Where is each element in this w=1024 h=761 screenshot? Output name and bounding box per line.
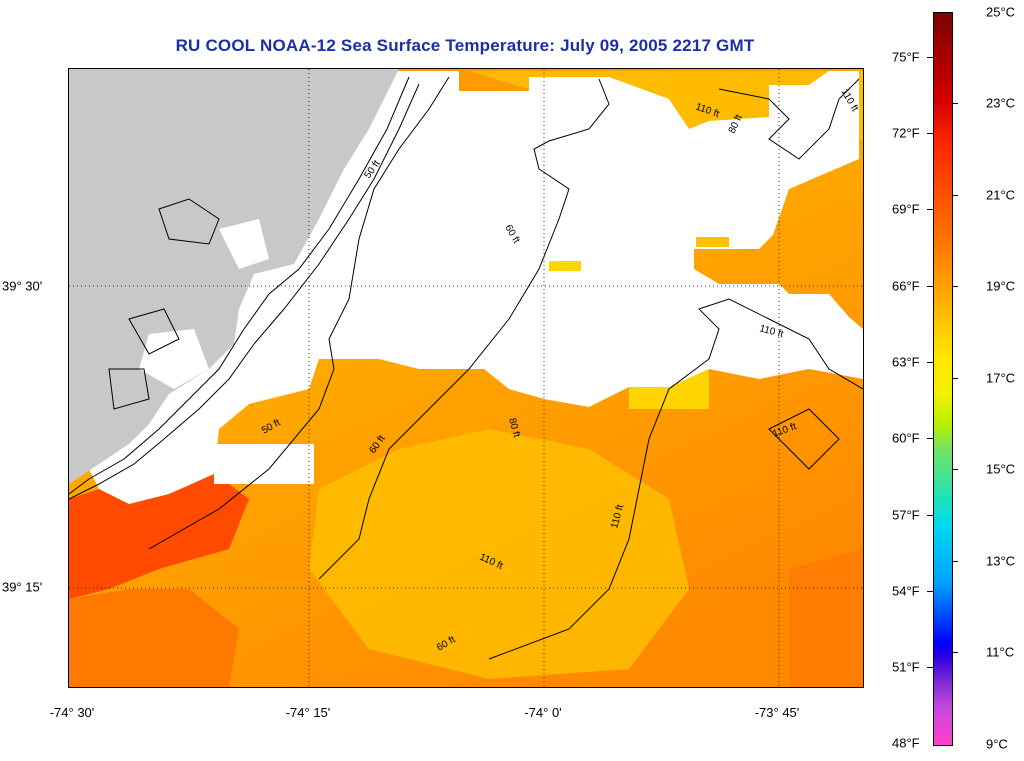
graticule xyxy=(69,69,863,687)
contour-label-80-b: 80 ft xyxy=(506,417,522,439)
land-inlet xyxy=(219,219,269,269)
contour-110ft-top xyxy=(718,78,860,160)
lon-label: -74° 0' xyxy=(524,705,562,720)
colorbar-f-label: 48°F xyxy=(892,735,920,751)
contour-50ft xyxy=(148,76,450,550)
temperature-colorbar xyxy=(933,12,953,746)
contour-60ft xyxy=(318,78,610,580)
colorbar-tick xyxy=(952,469,958,470)
yellow-water-region xyxy=(309,429,689,679)
cloud-patch-small xyxy=(214,444,314,484)
colorbar-f-label: 51°F xyxy=(892,659,920,675)
colorbar-tick xyxy=(952,103,958,104)
colorbar-tick xyxy=(952,286,958,287)
colorbar-c-label: 15°C xyxy=(986,461,1016,477)
lat-label: 39° 15' xyxy=(2,579,43,595)
bathymetry-contours xyxy=(148,76,863,660)
lon-label: -73° 45' xyxy=(754,705,800,720)
colorbar-tick xyxy=(927,286,933,287)
red-nearshore-region xyxy=(69,469,249,599)
colorbar-tick xyxy=(927,438,933,439)
colorbar-c-label: 9°C xyxy=(986,736,1008,752)
colorbar-c-label: 19°C xyxy=(986,278,1016,294)
orange-right-band xyxy=(789,549,863,687)
colorbar-tick xyxy=(952,195,958,196)
coastline-outline xyxy=(69,83,420,500)
colorbar-f-label: 69°F xyxy=(892,201,920,217)
colorbar-tick xyxy=(952,652,958,653)
lon-label: -74° 30' xyxy=(49,705,95,720)
map-title: RU COOL NOAA-12 Sea Surface Temperature:… xyxy=(175,36,755,55)
colorbar-c-label: 11°C xyxy=(986,644,1015,660)
yellow-mini-patch-b xyxy=(696,237,729,247)
marsh-outline xyxy=(108,198,220,410)
colorbar-tick xyxy=(927,57,933,58)
contour-110ft-ring xyxy=(768,408,840,470)
colorbar-tick xyxy=(952,378,958,379)
colorbar-f-label: 57°F xyxy=(892,507,920,523)
barrier-island-outline xyxy=(69,76,410,495)
colorbar-tick xyxy=(927,591,933,592)
sst-map-canvas: 50 ft 50 ft 60 ft 60 ft 60 ft 80 ft 80 f… xyxy=(69,69,863,687)
colorbar-f-label: 75°F xyxy=(892,49,920,65)
colorbar-f-label: 63°F xyxy=(892,354,920,370)
colorbar-tick xyxy=(952,561,958,562)
land-inlet xyxy=(139,329,209,389)
colorbar-tick xyxy=(927,667,933,668)
colorbar-c-label: 13°C xyxy=(986,553,1016,569)
colorbar-f-label: 66°F xyxy=(892,278,920,294)
colorbar-c-label: 25°C xyxy=(986,4,1016,20)
land-mass[interactable] xyxy=(69,69,399,484)
colorbar-tick xyxy=(927,133,933,134)
yellow-mini-patch-a xyxy=(549,261,581,271)
contour-110ft xyxy=(488,298,863,660)
orange-red-band xyxy=(69,589,239,687)
lon-label: -74° 15' xyxy=(285,705,331,720)
colorbar-f-label: 72°F xyxy=(892,125,920,141)
colorbar-tick xyxy=(927,362,933,363)
colorbar-c-label: 21°C xyxy=(986,187,1016,203)
colorbar-c-label: 17°C xyxy=(986,370,1016,386)
colorbar-tick xyxy=(927,515,933,516)
colorbar-f-label: 60°F xyxy=(892,430,920,446)
lat-label: 39° 30' xyxy=(2,278,43,294)
colorbar-c-label: 23°C xyxy=(986,95,1016,111)
sst-map[interactable]: 50 ft 50 ft 60 ft 60 ft 60 ft 80 ft 80 f… xyxy=(68,68,864,688)
colorbar-tick xyxy=(927,209,933,210)
colorbar-f-label: 54°F xyxy=(892,583,920,599)
